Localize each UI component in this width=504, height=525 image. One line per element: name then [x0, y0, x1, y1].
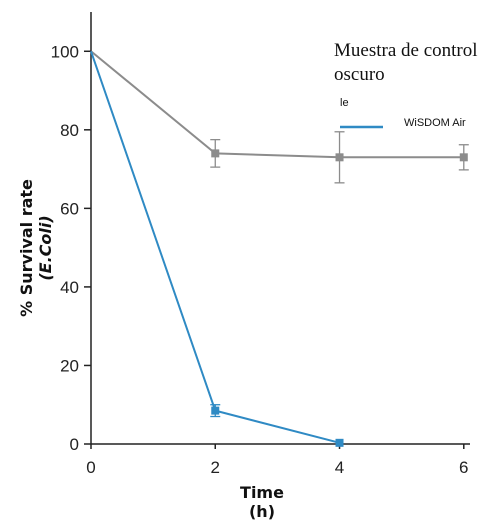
data-point-marker: [211, 149, 220, 158]
x-tick-label: 4: [335, 458, 344, 477]
legend-note: le: [340, 97, 349, 109]
y-tick-label: 40: [60, 278, 79, 297]
legend: Muestra de control oscuro le WiSDOM Air: [334, 40, 478, 129]
x-axis-unit: (h): [249, 502, 275, 521]
legend-title-line1: Muestra de control: [334, 40, 478, 61]
ticks: 0 20 40 60 80 100 0 2 4 6: [51, 42, 469, 477]
data-point-marker: [335, 438, 344, 447]
data-point-marker: [211, 406, 220, 415]
x-tick-label: 6: [459, 458, 468, 477]
series-layer: [90, 50, 469, 447]
y-tick-label: 0: [70, 435, 79, 454]
y-tick-label: 80: [60, 121, 79, 140]
y-tick-label: 20: [60, 356, 79, 375]
y-axis-subtitle: (E.Coli): [36, 215, 55, 280]
y-tick-label: 100: [51, 42, 79, 61]
legend-title-line2: oscuro: [334, 64, 385, 85]
series-line: [90, 50, 340, 444]
axes: [90, 12, 470, 445]
x-tick-label: 2: [211, 458, 220, 477]
data-point-marker: [335, 153, 344, 162]
x-tick-label: 0: [86, 458, 95, 477]
legend-label-wisdom-air: WiSDOM Air: [404, 117, 466, 129]
series-line: [90, 50, 464, 159]
series-2: [90, 50, 344, 447]
y-tick-label: 60: [60, 199, 79, 218]
series-1: [90, 50, 469, 184]
y-axis-title: % Survival rate: [17, 179, 36, 317]
x-axis-title: Time: [240, 483, 284, 502]
data-point-marker: [459, 153, 468, 162]
